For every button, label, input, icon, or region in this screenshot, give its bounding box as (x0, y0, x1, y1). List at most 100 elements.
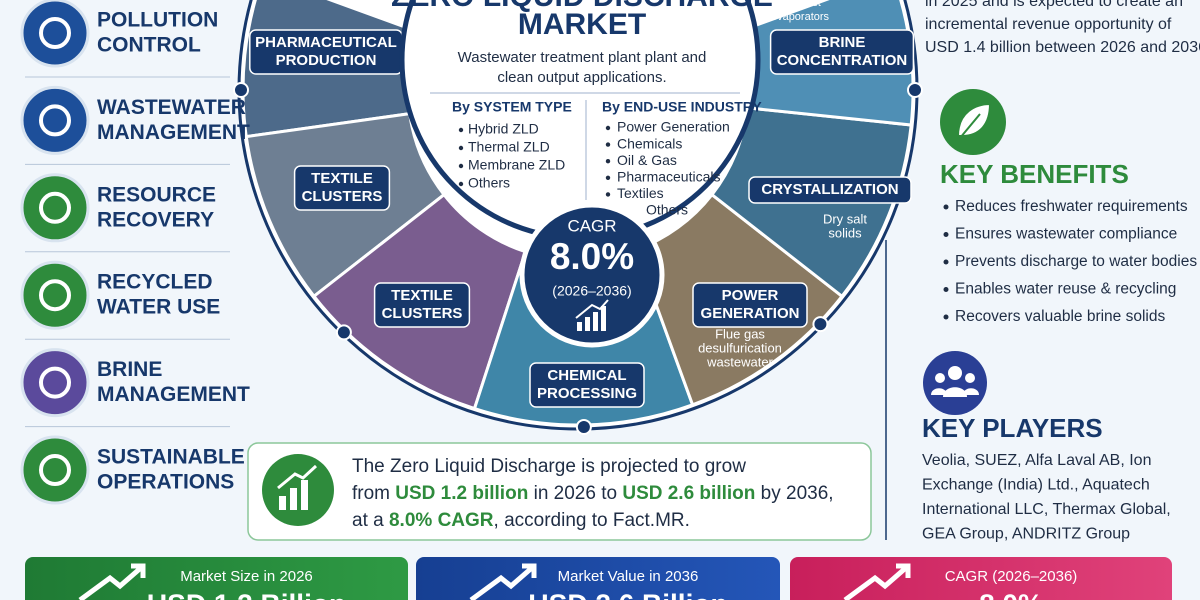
bullet (943, 314, 949, 320)
segment-caption: Flue gas (715, 326, 765, 341)
summary-line: from USD 1.2 billion in 2026 to USD 2.6 … (352, 483, 834, 504)
bullet (605, 159, 611, 164)
title-line: MARKET (518, 8, 646, 41)
summary-text: by 2036, (761, 483, 834, 504)
people-icon (931, 366, 979, 397)
segment-label-box (769, 29, 915, 75)
summary-text: , according to Fact.MR. (494, 510, 690, 531)
players-title: KEY PLAYERS (922, 413, 1103, 443)
sidebar-label: SUSTAINABLE (97, 446, 245, 469)
title-line: ZERO LIQUID DISCHARGE (391, 0, 773, 13)
cagr-period: (2026–2036) (552, 283, 631, 299)
summary-highlight: 8.0% CAGR (389, 510, 494, 531)
bullet (458, 145, 464, 151)
summary-highlight: USD 2.6 billion (622, 483, 755, 504)
card-value: 8.0% (979, 588, 1043, 600)
segment-label: CLUSTERS (302, 188, 383, 205)
list-item: Oil & Gas (617, 152, 677, 168)
segment-caption: evaporators (771, 11, 830, 23)
segment-label-box (529, 362, 645, 408)
sidebar-label: RECYCLED (97, 271, 213, 294)
segment-label-box (692, 282, 808, 328)
segment-label: CRYSTALLIZATION (761, 181, 898, 198)
stat-card (790, 557, 1172, 600)
bullet (943, 204, 949, 210)
segment-label: CHEMICAL (547, 367, 626, 384)
benefit-item: Recovers valuable brine solids (955, 308, 1165, 325)
subtitle-line: clean output applications. (497, 69, 666, 86)
subtitle-line: Wastewater treatment plant plant and (458, 49, 707, 66)
summary-highlight: USD 1.2 billion (395, 483, 528, 504)
list-item: Power Generation (617, 119, 730, 135)
stat-cards: Market Size in 2026 USD 1.2 Billion Market… (25, 557, 1172, 600)
card-label: Market Size in 2026 (180, 568, 313, 585)
summary-line: at a 8.0% CAGR, according to Fact.MR. (352, 510, 690, 531)
segment-caption: desulfurication (698, 340, 782, 355)
benefit-item: Prevents discharge to water bodies (955, 253, 1197, 270)
segment-label: TEXTILE (311, 170, 373, 187)
segment-caption: compact (779, 0, 821, 9)
intro-line: USD 1.4 billion between 2026 and 2036. (925, 39, 1200, 56)
summary-box (247, 442, 872, 541)
players-icon (923, 351, 987, 415)
wheel-dot (233, 82, 249, 98)
list-item: Pharmaceuticals (617, 169, 721, 185)
segment-label: POWER (722, 287, 779, 304)
bullet (605, 142, 611, 147)
bullet (605, 175, 611, 180)
bullet (458, 127, 464, 133)
bullet (943, 287, 949, 292)
summary-text: in 2026 to (534, 483, 617, 504)
segment-caption: wastewater (706, 354, 773, 369)
sidebar-label: WASTEWATER (97, 96, 246, 119)
sidebar-icon-glyph (39, 17, 71, 49)
sidebar-label: POLLUTION (97, 9, 218, 32)
wheel-dot (907, 82, 923, 98)
summary-text: from (352, 483, 390, 504)
sidebar-icon (20, 348, 90, 418)
summary-line: The Zero Liquid Discharge is projected t… (352, 456, 746, 477)
segment-label-box (293, 165, 391, 211)
stat-card (25, 557, 408, 600)
benefit-item: Ensures wastewater compliance (955, 226, 1177, 243)
summary-text: at a (352, 510, 384, 531)
sidebar-icon (20, 260, 90, 330)
list-item: Membrane ZLD (468, 157, 565, 173)
growth-icon (575, 299, 609, 331)
sidebar-label: MANAGEMENT (97, 121, 250, 144)
cagr-label: CAGR (567, 216, 616, 235)
card-arrow-icon (843, 563, 911, 600)
card-label: Market Value in 2036 (558, 568, 699, 585)
sidebar-icon-glyph (39, 191, 71, 224)
sidebar-icon-glyph (39, 279, 71, 312)
players-line: GEA Group, ANDRITZ Group (922, 526, 1130, 543)
segment-label-box (373, 282, 471, 328)
players-line: International LLC, Thermax Global, (922, 501, 1171, 518)
segment-label: CONCENTRATION (777, 52, 908, 69)
cagr-badge (519, 202, 665, 348)
benefit-item: Enables water reuse & recycling (955, 281, 1176, 298)
bullet (943, 259, 949, 265)
summary-chart-icon (277, 464, 318, 510)
sidebar: POLLUTIONCONTROLWASTEWATERMANAGEMENTRESO… (20, 0, 250, 505)
segment-caption: solids (828, 225, 862, 240)
segment-label: PRODUCTION (276, 52, 377, 69)
bullet (605, 125, 611, 131)
bullet (605, 192, 611, 197)
bullet (458, 181, 464, 187)
leaf-icon (956, 102, 992, 139)
list-item: Hybrid ZLD (468, 121, 539, 137)
segment-label: TEXTILE (391, 287, 453, 304)
bullet (943, 232, 949, 237)
benefits-list: Reduces freshwater requirements Ensures w… (943, 198, 1197, 325)
list-item: Others (646, 202, 688, 218)
benefits-title: KEY BENEFITS (940, 159, 1129, 189)
segment-label-box (748, 176, 912, 204)
intro-line: in 2025 and is expected to create an (925, 0, 1183, 10)
list-item: Textiles (617, 185, 664, 201)
players-line: Veolia, SUEZ, Alfa Laval AB, Ion (922, 452, 1151, 469)
sidebar-icon-glyph (39, 104, 71, 137)
card-label: CAGR (2026–2036) (945, 568, 1078, 585)
segment-lists: By SYSTEM TYPE Hybrid ZLD Thermal ZLD Membr… (452, 99, 762, 218)
card-value: USD 1.2 Billion (147, 588, 346, 600)
